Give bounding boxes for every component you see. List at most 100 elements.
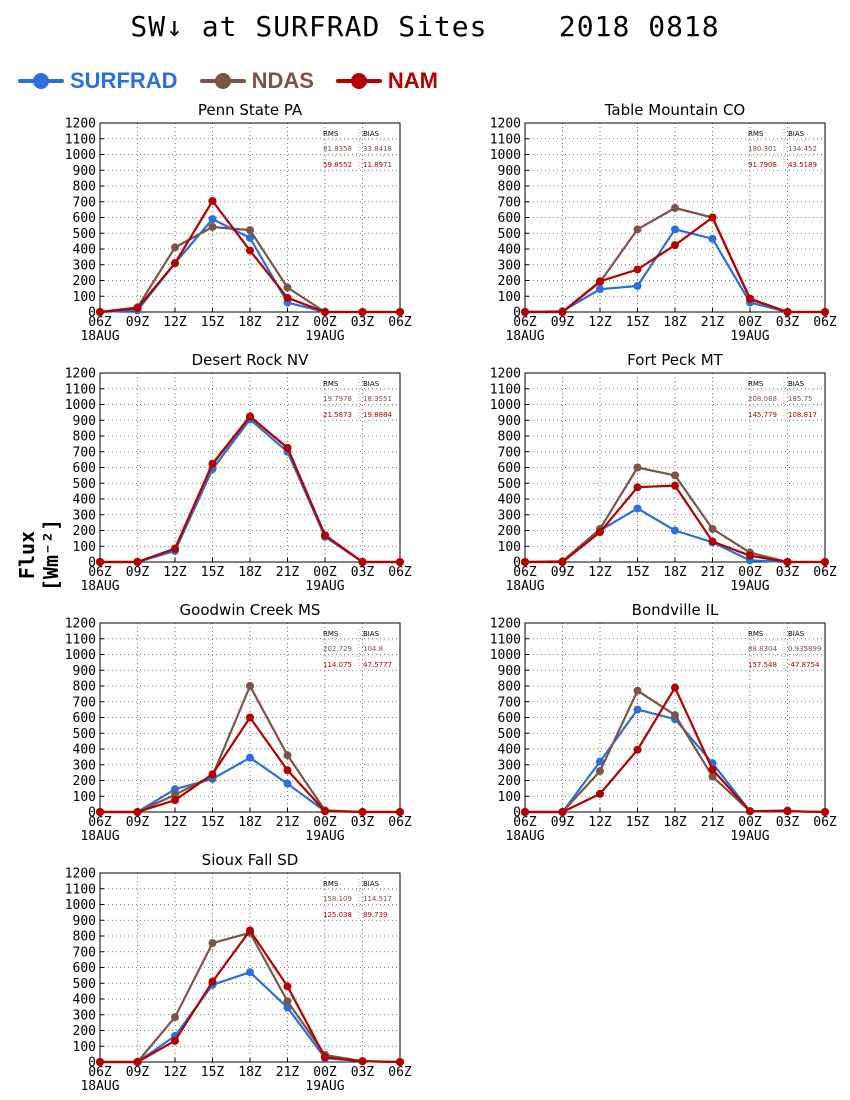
stats-header-bias: BIAS (788, 130, 805, 138)
data-point-nam (321, 308, 329, 316)
x-tick-label: 21Z (701, 565, 725, 580)
data-point-nam (596, 528, 604, 537)
stats-bias-ndas: 33.8418 (363, 145, 392, 153)
x-tick-label: 06Z (88, 565, 112, 580)
y-tick-label: 1000 (65, 148, 96, 163)
x-date-label: 19AUG (305, 329, 344, 344)
y-tick-label: 300 (498, 758, 521, 773)
y-tick-label: 400 (73, 493, 96, 508)
x-tick-label: 06Z (813, 315, 837, 330)
y-tick-label: 800 (498, 680, 521, 695)
x-tick-label: 00Z (313, 315, 337, 330)
data-point-nam (171, 544, 179, 553)
data-point-ndas (208, 222, 217, 231)
data-point-nam (321, 531, 329, 540)
data-point-nam (596, 277, 604, 286)
stats-rms-ndas: 88.8304 (748, 645, 777, 653)
y-tick-label: 400 (498, 493, 521, 508)
data-point-nam (208, 196, 217, 205)
x-date-label: 18AUG (80, 829, 119, 844)
y-tick-label: 300 (73, 758, 96, 773)
x-tick-label: 03Z (351, 565, 375, 580)
x-tick-label: 18Z (238, 1065, 262, 1080)
data-point-surfrad (283, 779, 292, 788)
x-tick-label: 09Z (126, 1065, 150, 1080)
data-point-surfrad (633, 705, 642, 714)
y-tick-label: 400 (73, 743, 96, 758)
x-tick-label: 06Z (88, 1065, 112, 1080)
y-tick-label: 1000 (65, 648, 96, 663)
stats-header-bias: BIAS (363, 630, 380, 638)
stats-header-rms: RMS (748, 130, 764, 138)
data-point-nam (783, 308, 792, 316)
data-point-ndas (633, 463, 642, 472)
stats-rms-nam: 91.7908 (748, 161, 777, 169)
stats-header-bias: BIAS (788, 630, 805, 638)
data-point-nam (358, 1057, 367, 1066)
stats-bias-nam: 11.8971 (363, 161, 392, 169)
y-tick-label: 400 (73, 243, 96, 258)
stats-rms-ndas: 19.7978 (323, 395, 352, 403)
chart-title: Desert Rock NV (192, 351, 309, 369)
x-tick-label: 15Z (201, 1065, 225, 1080)
y-tick-label: 200 (498, 274, 521, 289)
stats-bias-nam: 89.739 (363, 911, 388, 919)
data-point-ndas (633, 225, 642, 234)
y-tick-label: 200 (73, 1024, 96, 1039)
y-tick-label: 0 (513, 306, 521, 321)
y-tick-label: 1200 (490, 117, 521, 132)
stats-bias-nam: 47.5777 (363, 661, 392, 669)
y-tick-label: 1200 (65, 867, 96, 882)
y-tick-label: 0 (513, 806, 521, 821)
x-tick-label: 18Z (663, 565, 687, 580)
data-point-nam (521, 308, 529, 316)
data-point-nam (558, 558, 567, 566)
stats-header-rms: RMS (748, 630, 764, 638)
data-point-nam (321, 1053, 329, 1062)
y-tick-label: 1100 (490, 632, 521, 647)
data-point-nam (358, 558, 367, 566)
x-tick-label: 21Z (276, 815, 300, 830)
x-tick-label: 06Z (513, 565, 537, 580)
data-point-nam (746, 807, 754, 816)
x-date-label: 19AUG (305, 579, 344, 594)
stats-rms-nam: 157.548 (748, 661, 777, 669)
y-tick-label: 1200 (65, 367, 96, 382)
y-tick-label: 400 (498, 243, 521, 258)
y-tick-label: 700 (73, 695, 96, 710)
chart-title: Bondville IL (632, 601, 719, 619)
data-point-ndas (171, 1013, 179, 1022)
data-point-nam (246, 926, 254, 935)
y-tick-label: 500 (498, 227, 521, 242)
y-tick-label: 600 (73, 961, 96, 976)
data-point-nam (283, 982, 292, 991)
data-point-surfrad (246, 968, 254, 977)
stats-rms-ndas: 208.088 (748, 395, 777, 403)
stats-header-rms: RMS (748, 380, 764, 388)
stats-rms-ndas: 180.301 (748, 145, 777, 153)
y-tick-label: 500 (73, 977, 96, 992)
chart-title: Table Mountain CO (604, 101, 746, 119)
data-point-surfrad (596, 285, 604, 294)
data-point-ndas (671, 204, 679, 213)
data-point-nam (783, 807, 792, 816)
data-point-nam (321, 807, 329, 816)
data-point-nam (171, 1036, 179, 1045)
data-point-nam (133, 558, 142, 566)
chart-table-mountain-co: Table Mountain CO 01002003004005006007008… (490, 101, 837, 344)
data-point-nam (96, 808, 104, 816)
data-point-ndas (708, 772, 717, 781)
data-point-nam (396, 808, 404, 816)
data-point-nam (708, 537, 717, 546)
y-tick-label: 900 (73, 664, 96, 679)
y-tick-label: 100 (498, 790, 521, 805)
stats-bias-nam: 19.8884 (363, 411, 392, 419)
y-tick-label: 1200 (65, 617, 96, 632)
legend-item-ndas: NDAS (199, 68, 314, 94)
x-tick-label: 00Z (738, 315, 762, 330)
data-point-nam (558, 308, 567, 316)
stats-bias-ndas: 0.935899 (788, 645, 821, 653)
y-tick-label: 600 (498, 461, 521, 476)
y-tick-label: 1100 (65, 382, 96, 397)
data-point-nam (283, 293, 292, 302)
